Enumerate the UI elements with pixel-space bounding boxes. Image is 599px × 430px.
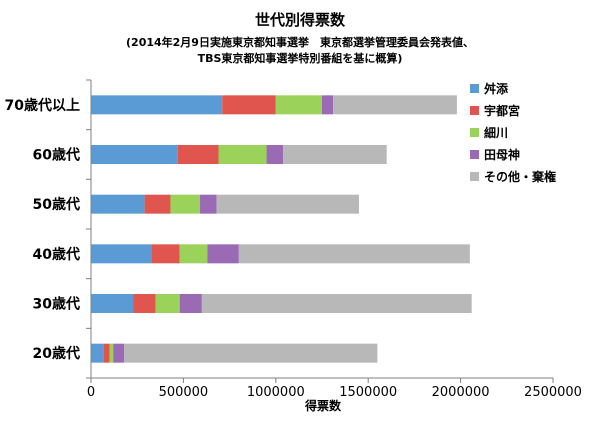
bar-segment bbox=[91, 343, 104, 363]
bar-segment bbox=[91, 194, 145, 214]
bar-segment bbox=[151, 244, 180, 264]
legend-label: 宇都宮 bbox=[484, 103, 520, 118]
bar-segment bbox=[207, 244, 239, 264]
bar-segment bbox=[218, 145, 267, 164]
category-label: 60歳代 bbox=[33, 147, 80, 164]
bar-segment bbox=[275, 95, 322, 115]
legend-label: 田母神 bbox=[484, 147, 520, 162]
bar-segment bbox=[177, 145, 219, 164]
bar-segment bbox=[222, 95, 276, 115]
bar-segment bbox=[113, 343, 125, 363]
x-tick-label: 500000 bbox=[159, 385, 209, 400]
legend-swatch bbox=[470, 84, 479, 93]
chart-subtitle-line-1: (2014年2月9日実施東京都知事選挙 東京都選挙管理委員会発表値、 bbox=[126, 35, 474, 49]
bar-segment bbox=[91, 95, 223, 115]
legend-swatch bbox=[470, 106, 479, 115]
bar-segment bbox=[266, 145, 284, 164]
bar-segment bbox=[179, 244, 208, 264]
chart-title: 世代別得票数 bbox=[255, 11, 346, 29]
x-tick-label: 1000000 bbox=[247, 385, 305, 400]
legend-swatch bbox=[470, 150, 479, 159]
bar-segment bbox=[201, 294, 472, 313]
category-label: 30歳代 bbox=[33, 296, 80, 313]
bar-segment bbox=[333, 95, 457, 115]
x-tick-labels: 0 500000 1000000 1500000 2000000 2500000 bbox=[87, 378, 582, 400]
bar-segment bbox=[238, 244, 470, 264]
bar-segment bbox=[103, 343, 110, 363]
legend-label: 舛添 bbox=[484, 81, 509, 96]
x-tick-label: 2500000 bbox=[524, 385, 582, 400]
legend-swatch bbox=[470, 172, 479, 181]
bar-segment bbox=[91, 145, 178, 164]
legend-swatch bbox=[470, 128, 479, 137]
category-label: 50歳代 bbox=[33, 196, 80, 213]
bar-segment bbox=[283, 145, 387, 164]
bar-segment bbox=[179, 294, 202, 313]
category-label: 20歳代 bbox=[33, 345, 80, 362]
x-axis-title: 得票数 bbox=[304, 398, 342, 413]
plot-area bbox=[86, 79, 553, 379]
bar-segment bbox=[91, 294, 134, 313]
bar-segment bbox=[109, 343, 114, 363]
legend-label: その他・棄権 bbox=[484, 169, 556, 184]
bar-segment bbox=[170, 194, 201, 214]
bar-segment bbox=[133, 294, 156, 313]
category-label: 40歳代 bbox=[33, 246, 80, 263]
x-tick-label: 1500000 bbox=[339, 385, 397, 400]
x-tick-label: 0 bbox=[87, 385, 95, 400]
bar-segment bbox=[155, 294, 180, 313]
bar-segment bbox=[91, 244, 152, 264]
bar-segment bbox=[216, 194, 359, 214]
bar-segment bbox=[200, 194, 217, 214]
bar-segment bbox=[124, 343, 378, 363]
category-label: 70歳代以上 bbox=[5, 97, 80, 114]
chart-subtitle-line-2: TBS東京都知事選挙特別番組を基に概算) bbox=[198, 51, 403, 65]
bar-segment bbox=[144, 194, 171, 214]
category-labels: 70歳代以上 60歳代 50歳代 40歳代 30歳代 20歳代 bbox=[5, 97, 80, 362]
bar-segment bbox=[322, 95, 334, 115]
x-tick-label: 2000000 bbox=[432, 385, 490, 400]
legend-label: 細川 bbox=[484, 125, 508, 140]
